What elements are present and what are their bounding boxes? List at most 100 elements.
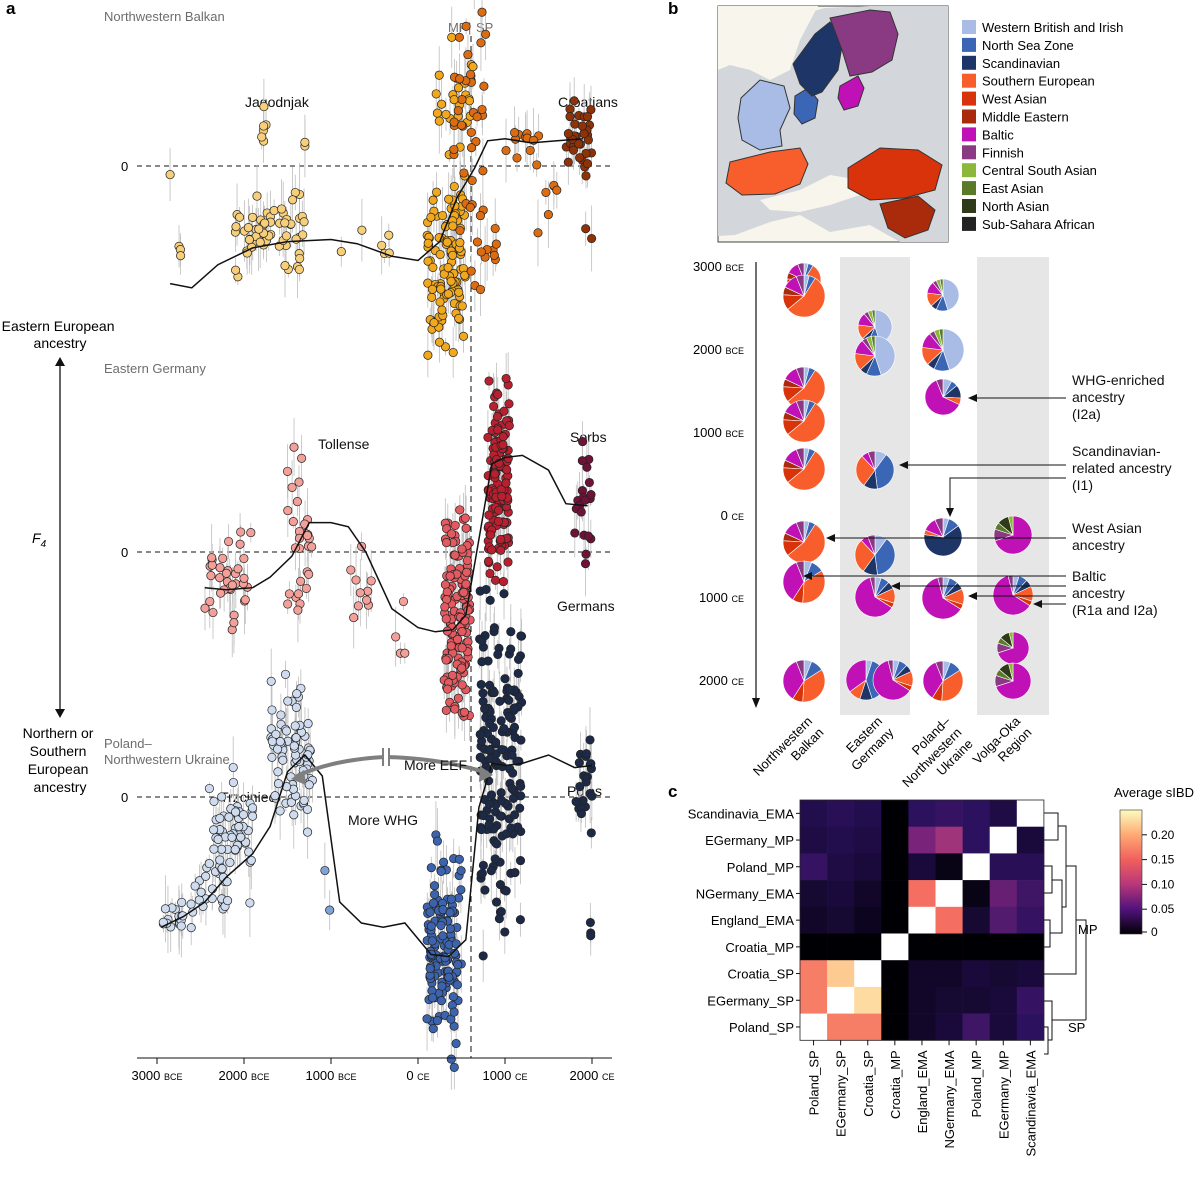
heatmap-row-label: England_EMA bbox=[711, 913, 794, 928]
heatmap-cell bbox=[827, 800, 855, 827]
data-point-germany bbox=[493, 389, 503, 399]
annotation-wa-line2: ancestry bbox=[1072, 537, 1125, 553]
data-point-germany bbox=[206, 571, 216, 581]
annotation-scand-line1: Scandinavian- bbox=[1072, 443, 1161, 459]
data-point-germany bbox=[301, 583, 311, 593]
pie-slice bbox=[870, 335, 876, 357]
yaxis-top-label: Eastern European ancestry bbox=[2, 318, 119, 351]
pie-slice bbox=[874, 335, 896, 376]
arrow-wa-head bbox=[826, 534, 835, 542]
data-point-germany bbox=[287, 482, 297, 492]
heatmap-row-label: EGermany_SP bbox=[707, 993, 794, 1008]
data-point-balkan bbox=[581, 148, 591, 158]
heatmap-cell bbox=[800, 826, 828, 854]
data-point-balkan bbox=[579, 129, 589, 139]
data-point-poland bbox=[516, 781, 526, 791]
data-point-poland bbox=[292, 689, 302, 699]
legend-label: Middle Eastern bbox=[982, 110, 1069, 125]
data-point-poland bbox=[456, 885, 466, 895]
heatmap-cell bbox=[854, 960, 882, 988]
heatmap-cell bbox=[800, 906, 828, 934]
arrow-baltic-4-head bbox=[1033, 600, 1042, 608]
legend-swatch bbox=[962, 109, 976, 124]
yaxis-title-main: F bbox=[32, 530, 42, 546]
annotation-whg: WHG-enriched ancestry (I2a) bbox=[1072, 372, 1168, 422]
data-point-germany bbox=[288, 517, 298, 527]
data-point-germany bbox=[581, 549, 591, 559]
pie-slice bbox=[795, 366, 805, 389]
data-point-germany bbox=[441, 705, 451, 715]
x-axis-ticks: 3000 BCE 2000 BCE 1000 BCE 0 CE 1000 CE 2000 … bbox=[131, 1058, 615, 1083]
data-point-balkan bbox=[466, 127, 476, 137]
data-point-germany bbox=[442, 684, 453, 694]
data-point-balkan bbox=[476, 38, 486, 48]
data-point-germany bbox=[450, 520, 460, 530]
data-point-germany bbox=[235, 539, 245, 549]
data-point-poland bbox=[429, 881, 440, 891]
data-point-germany bbox=[440, 602, 450, 612]
timeline-tick-num: 0 bbox=[721, 508, 732, 523]
data-point-germany bbox=[483, 432, 493, 442]
data-point-germany bbox=[503, 453, 513, 464]
timeline-tick-label: 2000 CE bbox=[699, 673, 744, 688]
ancestry-pie bbox=[782, 274, 826, 318]
data-point-germany bbox=[224, 536, 234, 547]
annotation-baltic-line2: ancestry bbox=[1072, 585, 1125, 601]
data-point-germany bbox=[283, 506, 293, 516]
data-point-poland bbox=[499, 724, 509, 734]
data-point-poland bbox=[445, 924, 455, 934]
data-point-balkan bbox=[357, 225, 367, 235]
heatmap-row-labels: Scandinavia_EMA EGermany_MP Poland_MP NGerm… bbox=[688, 806, 800, 1035]
heatmap-cell bbox=[827, 933, 855, 961]
data-point-germany bbox=[207, 553, 217, 563]
data-point-balkan bbox=[475, 284, 486, 295]
data-point-poland bbox=[436, 996, 447, 1006]
data-point-germany bbox=[445, 571, 455, 581]
data-point-poland bbox=[481, 584, 491, 595]
yaxis-bottom-line2: Southern bbox=[30, 743, 87, 759]
arrow-baltic-3-head bbox=[968, 592, 977, 600]
data-point-germany bbox=[584, 477, 594, 488]
label-jagodnjak: Jagodnjak bbox=[245, 94, 310, 110]
heatmap-cell bbox=[800, 800, 828, 827]
data-point-balkan bbox=[235, 212, 245, 222]
data-point-poland bbox=[246, 855, 256, 865]
pie-slice bbox=[887, 659, 894, 681]
data-point-germany bbox=[583, 531, 593, 541]
data-point-balkan bbox=[446, 276, 456, 286]
data-point-germany bbox=[453, 634, 463, 644]
whg-arrow-head bbox=[291, 770, 306, 785]
x-tick-num: 0 bbox=[406, 1068, 417, 1083]
data-point-balkan bbox=[443, 289, 453, 299]
heatmap-row-label: Croatia_SP bbox=[728, 967, 794, 982]
data-point-poland bbox=[436, 920, 446, 930]
colorbar-ticks: 0.20 0.15 0.10 0.05 0 bbox=[1142, 828, 1175, 939]
data-point-poland bbox=[513, 654, 524, 664]
zero-label-poland: 0 bbox=[121, 790, 128, 805]
pie-slice bbox=[795, 447, 805, 470]
data-point-germany bbox=[485, 568, 495, 579]
data-point-poland bbox=[486, 790, 497, 800]
data-point-balkan bbox=[455, 74, 465, 84]
data-point-poland bbox=[224, 812, 234, 822]
data-point-balkan bbox=[428, 262, 438, 272]
data-point-germany bbox=[441, 655, 451, 665]
heatmap-cell bbox=[827, 906, 855, 934]
pie-slice bbox=[867, 450, 876, 471]
data-point-poland bbox=[438, 931, 448, 941]
timeline-tick-era: BCE bbox=[725, 263, 744, 273]
data-point-germany bbox=[460, 513, 470, 523]
data-point-poland bbox=[505, 685, 515, 695]
timeline-tick-label: 1000 BCE bbox=[693, 425, 744, 440]
heatmap-cell bbox=[827, 880, 855, 908]
data-point-poland bbox=[507, 783, 517, 793]
data-point-poland bbox=[428, 1024, 438, 1034]
data-point-poland bbox=[496, 907, 506, 917]
data-point-poland bbox=[289, 741, 299, 751]
heatmap-cell bbox=[935, 906, 963, 934]
data-point-germany bbox=[498, 432, 508, 442]
data-point-balkan bbox=[575, 153, 585, 163]
data-point-poland bbox=[513, 668, 523, 678]
label-more-eef: More EEF bbox=[404, 757, 467, 773]
